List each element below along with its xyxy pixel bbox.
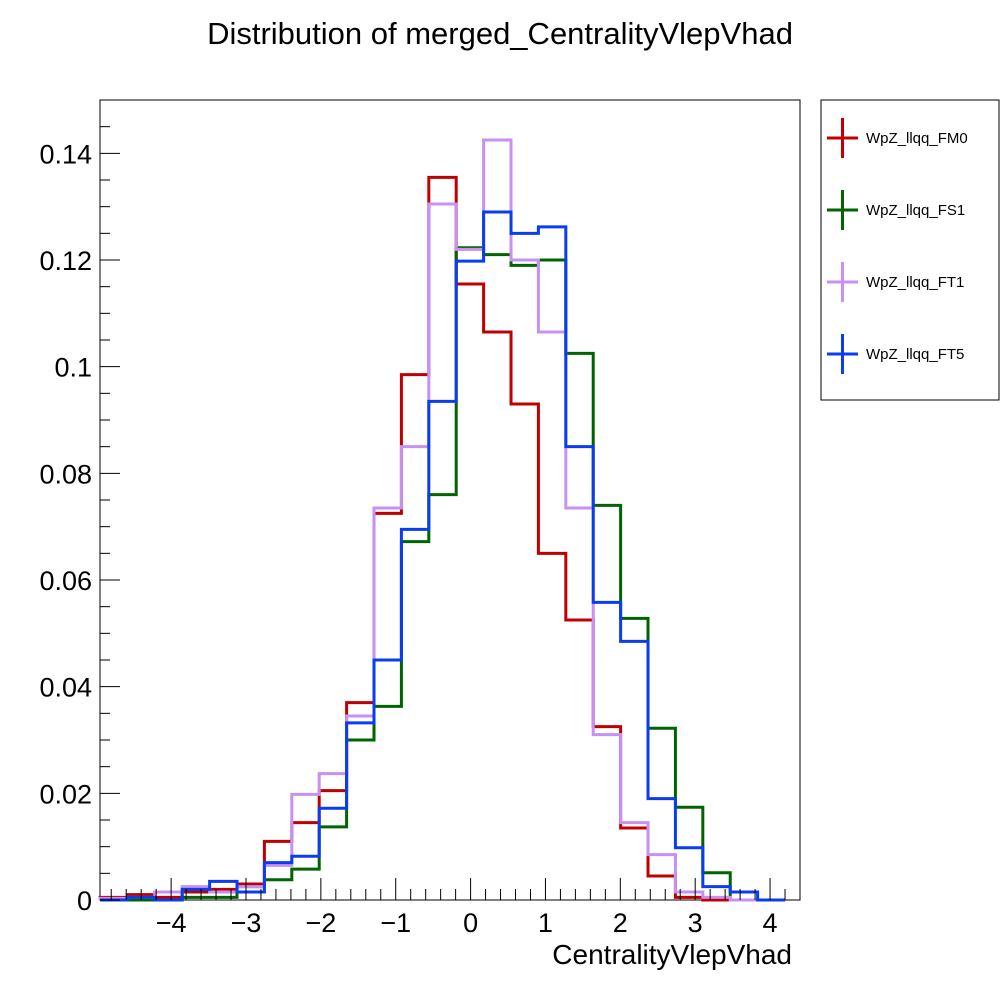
legend-entry-1: WpZ_llqq_FM0	[827, 118, 968, 158]
y-tick-label: 0	[77, 886, 92, 916]
y-tick-label: 0.04	[39, 673, 92, 703]
series-line-4	[100, 210, 786, 902]
y-tick-label: 0.06	[39, 566, 92, 596]
series-layer	[98, 138, 786, 902]
x-tick-label: −4	[156, 908, 187, 938]
legend-entry-4: WpZ_llqq_FT5	[827, 334, 964, 374]
y-tick-label: 0.02	[39, 779, 92, 809]
legend-box	[820, 99, 1000, 401]
legend-label: WpZ_llqq_FT5	[866, 346, 964, 363]
y-tick-label: 0.14	[39, 139, 92, 169]
axis-layer: −4 −3 −2 −1 0 1 2 3 4 0 0.02 0.04 0.06 0.08 0.1 0.12 0.1…	[39, 99, 786, 938]
legend-items: WpZ_llqq_FM0 WpZ_llqq_FS1 WpZ_llqq_FT1 WpZ_…	[827, 118, 968, 374]
x-tick-label: −3	[231, 908, 262, 938]
plot-frame	[99, 99, 801, 901]
x-tick-label: 0	[463, 908, 478, 938]
x-tick-label: −2	[305, 908, 336, 938]
legend: WpZ_llqq_FM0 WpZ_llqq_FS1 WpZ_llqq_FT1 WpZ_…	[820, 99, 1000, 401]
x-tick-label: 3	[688, 908, 703, 938]
y-tick-label: 0.12	[39, 246, 92, 276]
x-tick-label: 1	[538, 908, 553, 938]
x-tick-label: 4	[763, 908, 778, 938]
legend-entry-3: WpZ_llqq_FT1	[827, 262, 964, 302]
y-tick-label: 0.1	[54, 353, 92, 383]
chart-title: Distribution of merged_CentralityVlepVha…	[207, 16, 793, 51]
legend-label: WpZ_llqq_FT1	[866, 274, 964, 291]
legend-label: WpZ_llqq_FS1	[866, 202, 965, 219]
x-axis-label: CentralityVlepVhad	[552, 939, 792, 970]
legend-label: WpZ_llqq_FM0	[866, 130, 968, 147]
y-tick-label: 0.08	[39, 459, 92, 489]
x-tick-label: −1	[380, 908, 411, 938]
x-tick-label: 2	[613, 908, 628, 938]
legend-entry-2: WpZ_llqq_FS1	[827, 190, 965, 230]
